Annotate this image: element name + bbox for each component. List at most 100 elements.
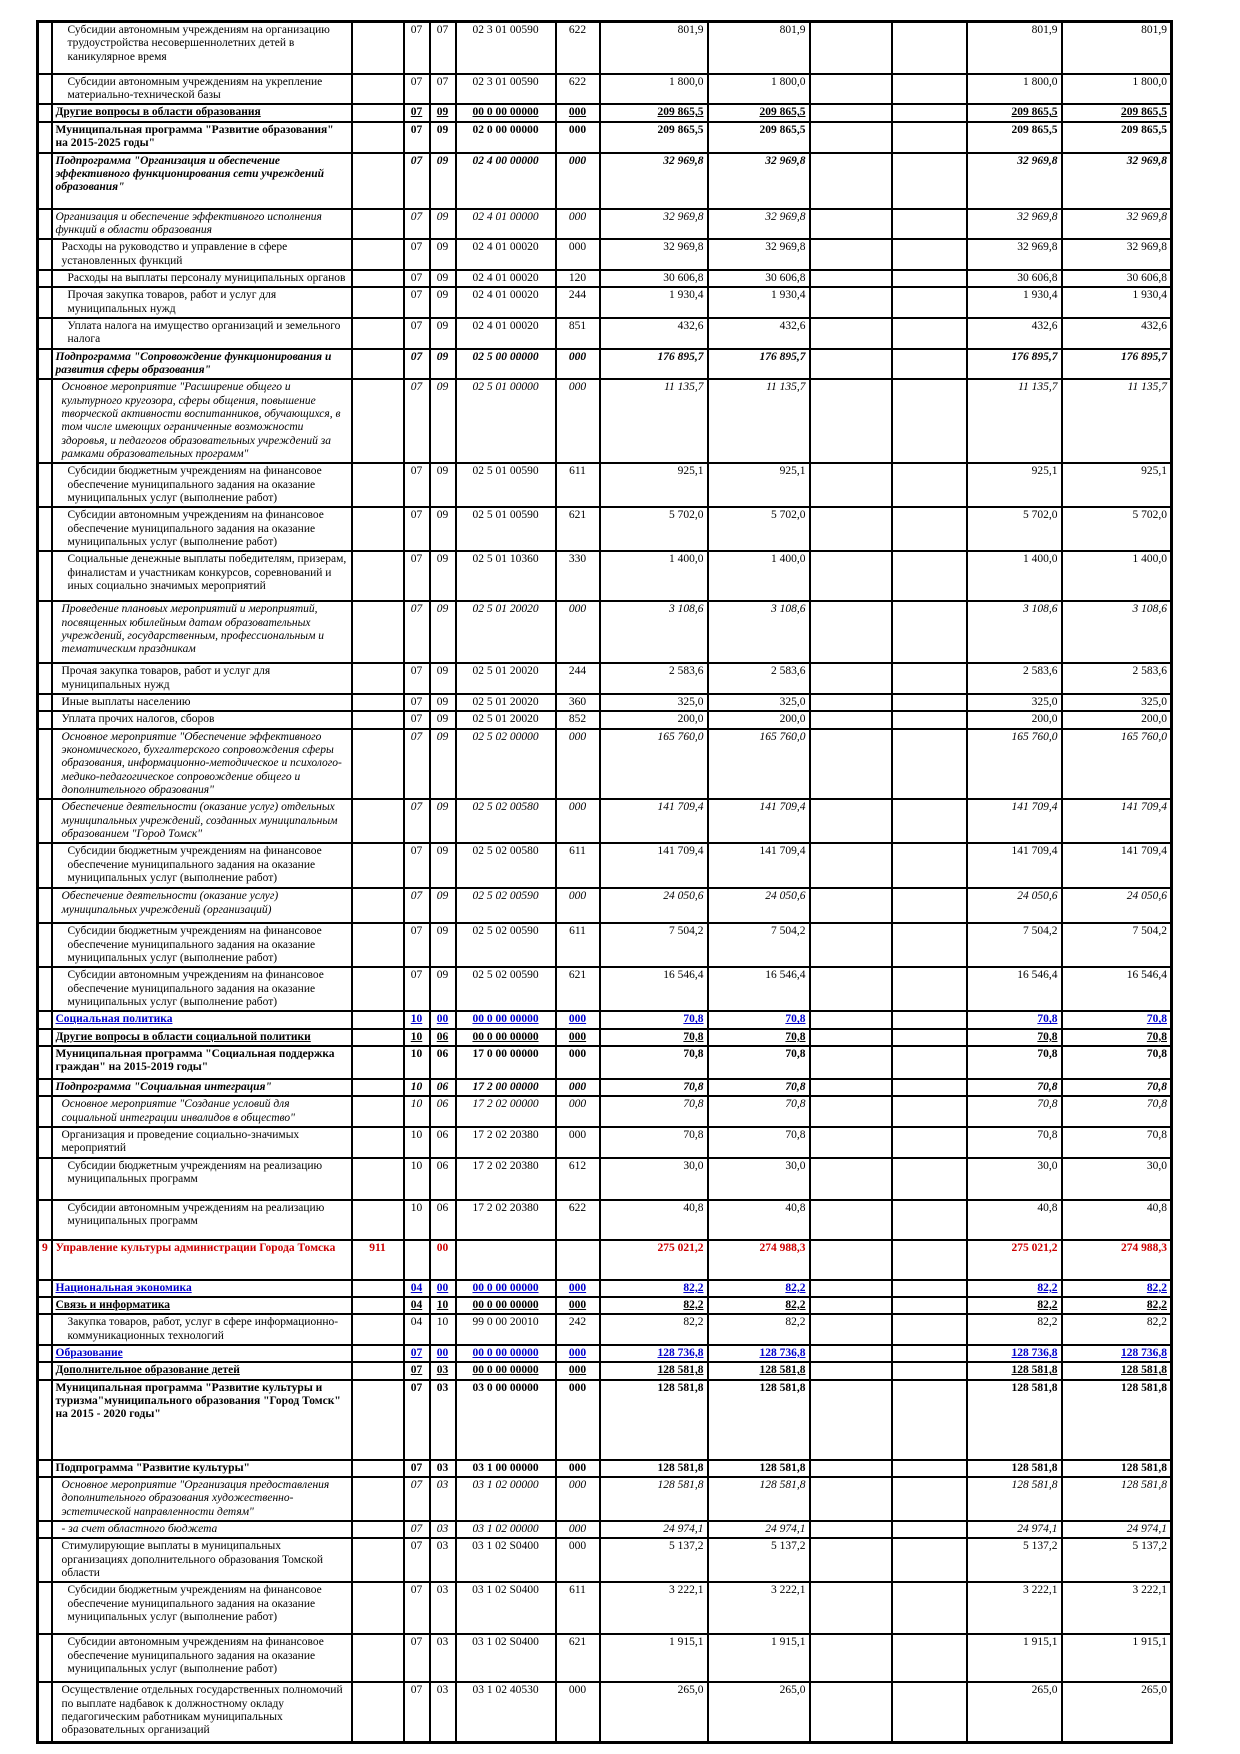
celevaya-statya-cell: 02 4 01 00020 bbox=[454, 286, 557, 320]
row-number-cell bbox=[36, 662, 53, 696]
amount-cell: 128 581,8 bbox=[965, 1378, 1063, 1461]
celevaya-statya-cell: 03 1 02 S0400 bbox=[454, 1633, 557, 1684]
amount-cell: 128 736,8 bbox=[598, 1343, 709, 1364]
table-row: Прочая закупка товаров, работ и услуг дл… bbox=[36, 286, 1173, 320]
amount-cell: 209 865,5 bbox=[965, 103, 1063, 124]
amount-cell bbox=[890, 72, 968, 106]
amount-cell bbox=[808, 269, 893, 289]
vedomstvo-cell bbox=[350, 1295, 405, 1316]
amount-cell: 32 969,8 bbox=[598, 151, 709, 210]
celevaya-statya-cell: 17 2 02 20380 bbox=[454, 1125, 557, 1159]
row-number-cell bbox=[36, 1633, 53, 1684]
amount-cell: 32 969,8 bbox=[1060, 151, 1173, 210]
vid-raskhodov-cell: 242 bbox=[554, 1313, 601, 1346]
amount-cell bbox=[808, 966, 893, 1013]
vedomstvo-cell bbox=[350, 1475, 405, 1522]
razdel-cell: 07 bbox=[402, 1343, 431, 1364]
row-number-cell bbox=[36, 1156, 53, 1201]
name-cell: Субсидии бюджетным учреждениям на реализ… bbox=[50, 1156, 353, 1201]
amount-cell: 82,2 bbox=[706, 1313, 811, 1346]
amount-cell bbox=[890, 692, 968, 713]
vid-raskhodov-cell: 621 bbox=[554, 966, 601, 1013]
razdel-cell: 07 bbox=[402, 692, 431, 713]
celevaya-statya-cell: 02 3 01 00590 bbox=[454, 20, 557, 75]
row-number-cell bbox=[36, 1095, 53, 1128]
amount-cell: 11 135,7 bbox=[1060, 378, 1173, 465]
name-cell: Расходы на выплаты персоналу муниципальн… bbox=[50, 269, 353, 289]
amount-cell bbox=[808, 238, 893, 272]
table-row: Организация и обеспечение эффективного и… bbox=[36, 207, 1173, 241]
amount-cell bbox=[890, 286, 968, 320]
podrazdel-cell: 09 bbox=[428, 103, 457, 124]
row-number-cell bbox=[36, 347, 53, 381]
table-row: 9 Управление культуры администрации Город… bbox=[36, 1238, 1173, 1281]
table-row: Субсидии бюджетным учреждениям на финанс… bbox=[36, 842, 1173, 890]
celevaya-statya-cell: 02 5 02 00590 bbox=[454, 922, 557, 969]
vedomstvo-cell bbox=[350, 1313, 405, 1346]
vid-raskhodov-cell: 360 bbox=[554, 692, 601, 713]
amount-cell bbox=[890, 1633, 968, 1684]
name-cell: Прочая закупка товаров, работ и услуг дл… bbox=[50, 662, 353, 696]
row-number-cell bbox=[36, 922, 53, 969]
amount-cell bbox=[808, 317, 893, 350]
table-row: Иные выплаты населению 07 09 02 5 01 20020 3… bbox=[36, 692, 1173, 713]
amount-cell bbox=[808, 1458, 893, 1478]
name-cell: Стимулирующие выплаты в муниципальных ор… bbox=[50, 1537, 353, 1584]
amount-cell: 1 400,0 bbox=[1060, 550, 1173, 603]
amount-cell: 274 988,3 bbox=[706, 1238, 811, 1281]
amount-cell: 209 865,5 bbox=[598, 121, 709, 154]
razdel-cell: 07 bbox=[402, 103, 431, 124]
podrazdel-cell: 03 bbox=[428, 1581, 457, 1636]
amount-cell: 1 800,0 bbox=[965, 72, 1063, 106]
podrazdel-cell: 09 bbox=[428, 710, 457, 730]
table-row: Расходы на руководство и управление в сф… bbox=[36, 238, 1173, 272]
amount-cell: 325,0 bbox=[598, 692, 709, 713]
razdel-cell: 07 bbox=[402, 1475, 431, 1522]
amount-cell: 70,8 bbox=[965, 1077, 1063, 1098]
table-row: Организация и проведение социально-значи… bbox=[36, 1125, 1173, 1159]
amount-cell: 1 400,0 bbox=[598, 550, 709, 603]
amount-cell: 141 709,4 bbox=[965, 842, 1063, 890]
amount-cell bbox=[808, 1198, 893, 1241]
amount-cell bbox=[890, 1010, 968, 1030]
amount-cell bbox=[808, 1313, 893, 1346]
amount-cell: 325,0 bbox=[706, 692, 811, 713]
vedomstvo-cell bbox=[350, 1095, 405, 1128]
vid-raskhodov-cell: 000 bbox=[554, 378, 601, 465]
amount-cell bbox=[890, 1077, 968, 1098]
amount-cell bbox=[890, 966, 968, 1013]
amount-cell: 1 915,1 bbox=[965, 1633, 1063, 1684]
amount-cell bbox=[808, 600, 893, 665]
amount-cell: 70,8 bbox=[598, 1027, 709, 1047]
table-row: Муниципальная программа "Развитие образо… bbox=[36, 121, 1173, 154]
amount-cell: 3 108,6 bbox=[965, 600, 1063, 665]
razdel-cell: 07 bbox=[402, 20, 431, 75]
amount-cell bbox=[890, 506, 968, 553]
amount-cell bbox=[808, 347, 893, 381]
vid-raskhodov-cell: 000 bbox=[554, 1125, 601, 1159]
razdel-cell: 07 bbox=[402, 1378, 431, 1461]
table-row: Муниципальная программа "Социальная подд… bbox=[36, 1044, 1173, 1080]
row-number-cell bbox=[36, 798, 53, 845]
razdel-cell: 10 bbox=[402, 1010, 431, 1030]
name-cell: Социальные денежные выплаты победителям,… bbox=[50, 550, 353, 603]
amount-cell bbox=[890, 462, 968, 509]
amount-cell: 209 865,5 bbox=[1060, 103, 1173, 124]
amount-cell: 11 135,7 bbox=[965, 378, 1063, 465]
celevaya-statya-cell: 02 5 01 00590 bbox=[454, 462, 557, 509]
amount-cell: 16 546,4 bbox=[598, 966, 709, 1013]
celevaya-statya-cell: 02 5 01 20020 bbox=[454, 692, 557, 713]
table-row: - за счет областного бюджета 07 03 03 1 02 … bbox=[36, 1519, 1173, 1540]
razdel-cell: 07 bbox=[402, 506, 431, 553]
amount-cell: 3 108,6 bbox=[598, 600, 709, 665]
amount-cell bbox=[808, 1475, 893, 1522]
razdel-cell: 10 bbox=[402, 1077, 431, 1098]
vedomstvo-cell bbox=[350, 922, 405, 969]
table-row: Субсидии автономным учреждениям на реали… bbox=[36, 1198, 1173, 1241]
amount-cell: 82,2 bbox=[1060, 1295, 1173, 1316]
amount-cell: 70,8 bbox=[965, 1027, 1063, 1047]
table-row: Подпрограмма "Социальная интеграция" 10 06… bbox=[36, 1077, 1173, 1098]
celevaya-statya-cell: 17 2 02 20380 bbox=[454, 1156, 557, 1201]
vedomstvo-cell bbox=[350, 1581, 405, 1636]
table-row: Прочая закупка товаров, работ и услуг дл… bbox=[36, 662, 1173, 696]
